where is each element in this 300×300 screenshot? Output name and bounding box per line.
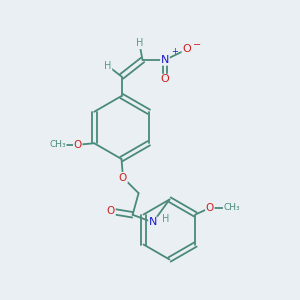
- Text: O: O: [160, 74, 169, 85]
- Text: CH₃: CH₃: [224, 203, 240, 212]
- Text: O: O: [182, 44, 191, 55]
- Text: H: H: [162, 214, 169, 224]
- Text: CH₃: CH₃: [49, 140, 66, 149]
- Text: −: −: [193, 40, 201, 50]
- Text: H: H: [136, 38, 143, 49]
- Text: H: H: [104, 61, 112, 71]
- Text: O: O: [107, 206, 115, 216]
- Text: +: +: [172, 47, 178, 56]
- Text: N: N: [161, 55, 169, 65]
- Text: O: O: [74, 140, 82, 150]
- Text: O: O: [119, 172, 127, 183]
- Text: N: N: [149, 217, 157, 227]
- Text: O: O: [206, 203, 214, 213]
